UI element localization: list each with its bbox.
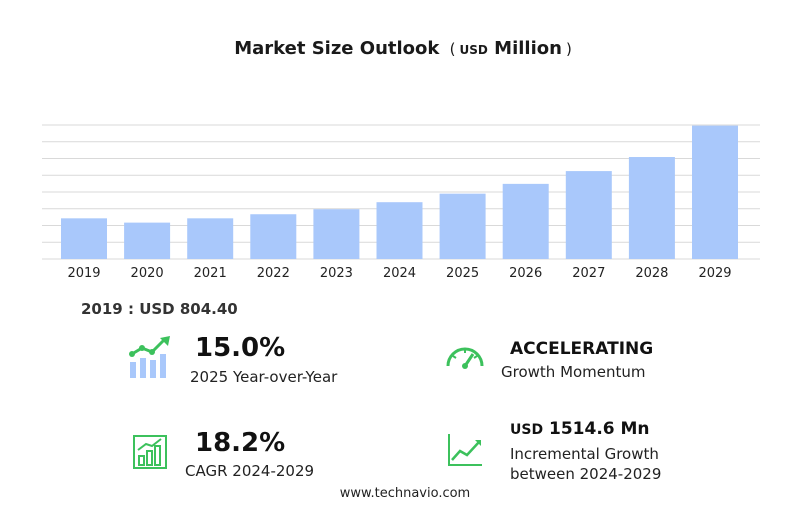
chart-title-unit-close: ) — [565, 40, 572, 58]
momentum-value: ACCELERATING — [510, 339, 654, 359]
chart-title-unit-scale: Million — [494, 38, 562, 59]
cagr-label: CAGR 2024-2029 — [185, 462, 315, 480]
line-chart-up-icon — [448, 434, 482, 466]
speedometer-icon — [446, 347, 484, 369]
chart-title-unit-currency: USD — [459, 43, 488, 57]
x-tick-label: 2021 — [194, 266, 227, 281]
bar-2026 — [502, 183, 549, 259]
bar-2019 — [61, 218, 107, 259]
x-tick-label: 2023 — [320, 266, 353, 281]
bar-2024 — [376, 202, 423, 259]
growth-bars-icon — [129, 336, 170, 378]
bar-chart-up-icon — [133, 435, 167, 469]
x-tick-label: 2024 — [383, 266, 416, 281]
incremental-label-1: Incremental Growth — [510, 445, 659, 463]
incremental-currency: USD — [510, 422, 544, 438]
incremental-label-2: between 2024-2029 — [510, 465, 662, 483]
chart-title-main: Market Size Outlook — [234, 38, 440, 59]
x-tick-label: 2027 — [572, 266, 605, 281]
momentum-label: Growth Momentum — [501, 363, 646, 381]
bar-2022 — [250, 214, 297, 259]
footer-website: www.technavio.com — [339, 486, 471, 501]
bar-2028 — [628, 157, 675, 259]
chart-title-unit-open: ( — [449, 40, 456, 58]
chart-title: Market Size Outlook (USD Million) — [0, 38, 810, 59]
bar-2029 — [692, 125, 738, 260]
bar-2023 — [313, 209, 360, 259]
start-year-value: 2019 : USD 804.40 — [81, 300, 238, 318]
x-tick-label: 2019 — [67, 266, 100, 281]
x-tick-label: 2029 — [698, 266, 731, 281]
x-tick-label: 2022 — [257, 266, 290, 281]
x-tick-label: 2026 — [509, 266, 542, 281]
incremental-value: USD 1514.6 Mn — [510, 419, 650, 439]
x-tick-label: 2025 — [446, 266, 479, 281]
incremental-amount: 1514.6 Mn — [549, 419, 650, 439]
bar-2025 — [439, 193, 486, 259]
bar-chart: 2019 2020 2021 2022 2023 2024 2025 2026 2027 2028… — [42, 124, 760, 281]
x-tick-label: 2028 — [635, 266, 668, 281]
bar-2021 — [187, 218, 234, 259]
yoy-label: 2025 Year-over-Year — [190, 368, 338, 386]
cagr-value: 18.2% — [195, 428, 286, 458]
yoy-value: 15.0% — [195, 333, 286, 363]
bar-2020 — [124, 222, 171, 259]
bar-2027 — [565, 171, 612, 259]
x-tick-label: 2020 — [131, 266, 164, 281]
